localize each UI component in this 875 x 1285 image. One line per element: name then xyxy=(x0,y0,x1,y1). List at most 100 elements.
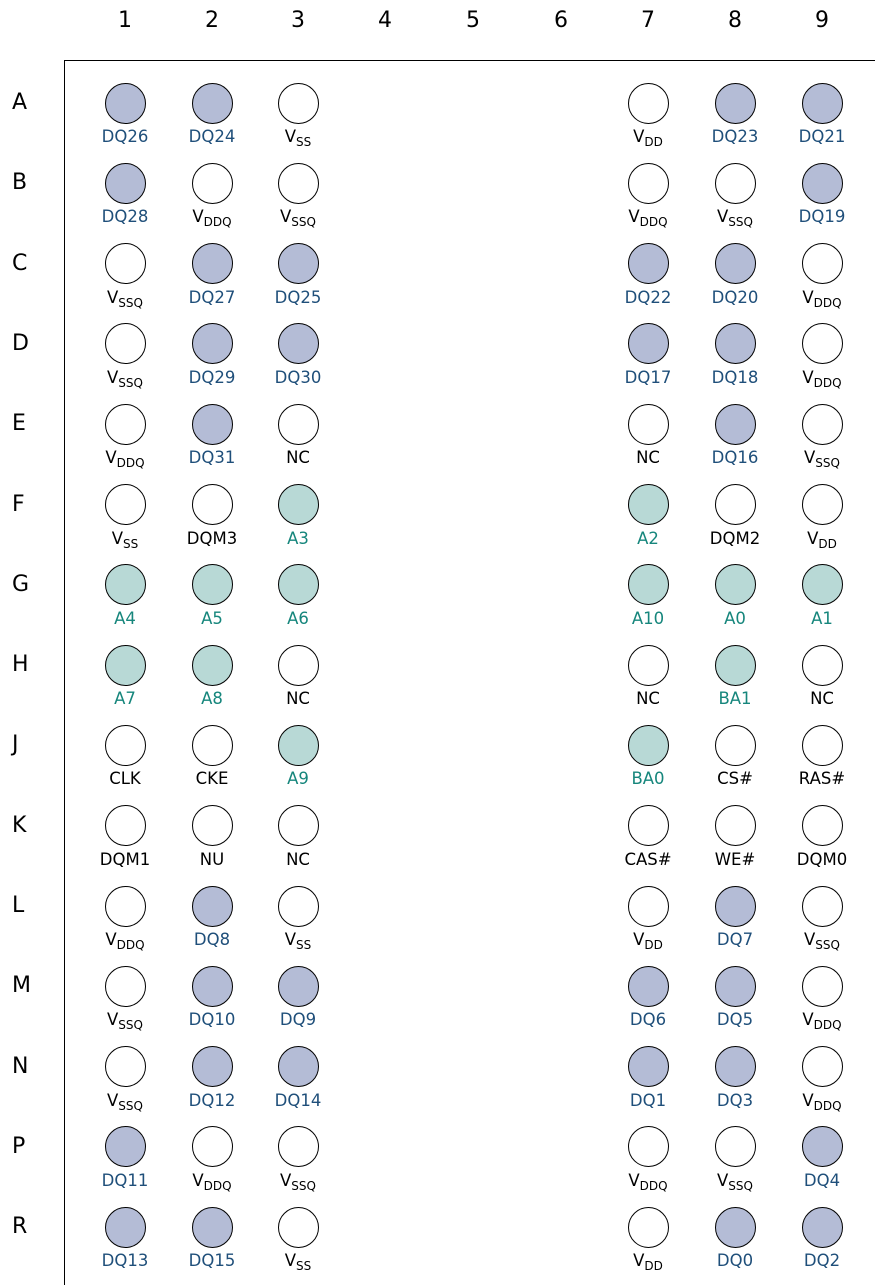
ball-label-D7: DQ17 xyxy=(608,369,688,387)
ball-label-H7: NC xyxy=(608,689,688,709)
ball-label-A7: VDD xyxy=(608,127,688,148)
ball-label-G8: A0 xyxy=(695,610,775,628)
signal-name: NU xyxy=(199,849,225,869)
column-header-6: 6 xyxy=(554,8,568,33)
ball-N7 xyxy=(627,1046,669,1088)
signal-name: V xyxy=(105,448,117,468)
signal-name: DQ10 xyxy=(188,1010,236,1030)
ball-label-J8: CS# xyxy=(695,771,775,788)
ball-label-P2: VDDQ xyxy=(172,1170,252,1193)
signal-name: DQ27 xyxy=(188,287,236,307)
ball-label-K3: NC xyxy=(258,851,338,869)
signal-name: DQ26 xyxy=(101,127,149,146)
signal-name: V xyxy=(633,1251,645,1271)
signal-subscript: SS xyxy=(123,536,139,551)
signal-subscript: DDQ xyxy=(203,1178,232,1193)
ball-label-N3: DQ14 xyxy=(258,1092,338,1110)
signal-name: DQ18 xyxy=(711,367,759,387)
signal-name: RAS# xyxy=(798,769,846,789)
signal-subscript: DDQ xyxy=(639,215,668,230)
ball-label-F7: A2 xyxy=(608,530,688,548)
signal-name: A6 xyxy=(287,608,309,628)
signal-name: NC xyxy=(810,689,834,709)
ball-R8 xyxy=(714,1206,756,1248)
signal-name: DQ4 xyxy=(803,1170,841,1190)
signal-name: V xyxy=(802,1090,814,1110)
signal-name: A4 xyxy=(114,608,136,628)
signal-name: V xyxy=(284,930,297,949)
ball-N9 xyxy=(801,1046,843,1088)
ball-F3 xyxy=(277,484,319,525)
ball-H1 xyxy=(104,644,146,686)
signal-subscript: SSQ xyxy=(118,1098,143,1113)
signal-subscript: SSQ xyxy=(728,215,753,230)
signal-name: DQ7 xyxy=(716,930,754,949)
ball-P1 xyxy=(104,1126,146,1168)
ball-label-K8: WE# xyxy=(695,851,775,869)
ball-B3 xyxy=(277,162,319,204)
signal-name: V xyxy=(192,1170,204,1190)
ball-K1 xyxy=(104,805,146,847)
signal-subscript: DDQ xyxy=(116,456,145,471)
ball-F1 xyxy=(104,484,146,525)
ball-E1 xyxy=(104,403,146,445)
row-header-L: L xyxy=(12,893,25,918)
ball-A3 xyxy=(277,82,319,124)
signal-name: V xyxy=(107,287,119,307)
ball-label-H1: A7 xyxy=(85,690,165,708)
signal-name: DQ24 xyxy=(188,127,236,146)
ball-E2 xyxy=(191,403,233,445)
ball-D2 xyxy=(191,323,233,365)
ball-E8 xyxy=(714,403,756,445)
column-header-3: 3 xyxy=(291,8,305,33)
signal-name: NC xyxy=(636,689,660,709)
row-header-E: E xyxy=(12,411,26,437)
ball-label-A9: DQ21 xyxy=(782,127,862,146)
ball-A1 xyxy=(104,82,146,124)
ball-M2 xyxy=(191,965,233,1007)
signal-name: V xyxy=(628,207,640,227)
signal-name: V xyxy=(280,1170,292,1190)
ball-N1 xyxy=(104,1046,146,1088)
signal-subscript: SSQ xyxy=(728,1178,753,1193)
ball-label-G3: A6 xyxy=(258,608,338,628)
column-header-7: 7 xyxy=(641,8,655,33)
signal-name: A9 xyxy=(287,769,309,789)
ball-label-H2: A8 xyxy=(172,690,252,708)
ball-P2 xyxy=(191,1126,233,1168)
signal-name: V xyxy=(192,207,204,227)
ball-H7 xyxy=(627,644,669,686)
signal-name: V xyxy=(633,127,645,146)
signal-name: DQ5 xyxy=(716,1010,754,1030)
signal-name: V xyxy=(280,207,292,227)
ball-A7 xyxy=(627,82,669,124)
signal-subscript: SSQ xyxy=(118,295,143,310)
ball-label-R2: DQ15 xyxy=(172,1252,252,1270)
ball-label-P9: DQ4 xyxy=(782,1170,862,1190)
signal-name: DQ21 xyxy=(798,127,846,146)
ball-label-L1: VDDQ xyxy=(85,930,165,951)
ball-N2 xyxy=(191,1046,233,1088)
row-header-A: A xyxy=(12,90,28,115)
ball-B8 xyxy=(714,162,756,204)
row-header-D: D xyxy=(12,330,29,356)
ball-P8 xyxy=(714,1126,756,1168)
signal-name: V xyxy=(105,930,117,949)
signal-name: V xyxy=(802,1010,814,1030)
ball-K3 xyxy=(277,805,319,847)
signal-subscript: DDQ xyxy=(813,295,842,310)
ball-label-C3: DQ25 xyxy=(258,289,338,307)
ball-label-E3: NC xyxy=(258,449,338,467)
ball-label-D8: DQ18 xyxy=(695,367,775,387)
signal-name: DQ6 xyxy=(629,1010,667,1030)
row-header-R: R xyxy=(12,1214,28,1240)
signal-name: DQ8 xyxy=(193,930,231,949)
ball-label-J2: CKE xyxy=(172,771,252,788)
signal-name: DQM2 xyxy=(709,528,761,548)
ball-R3 xyxy=(277,1206,319,1248)
signal-subscript: SS xyxy=(296,938,312,952)
signal-subscript: DDQ xyxy=(813,375,842,390)
ball-label-N8: DQ3 xyxy=(695,1092,775,1110)
ball-F7 xyxy=(627,484,669,525)
ball-C8 xyxy=(714,243,756,285)
